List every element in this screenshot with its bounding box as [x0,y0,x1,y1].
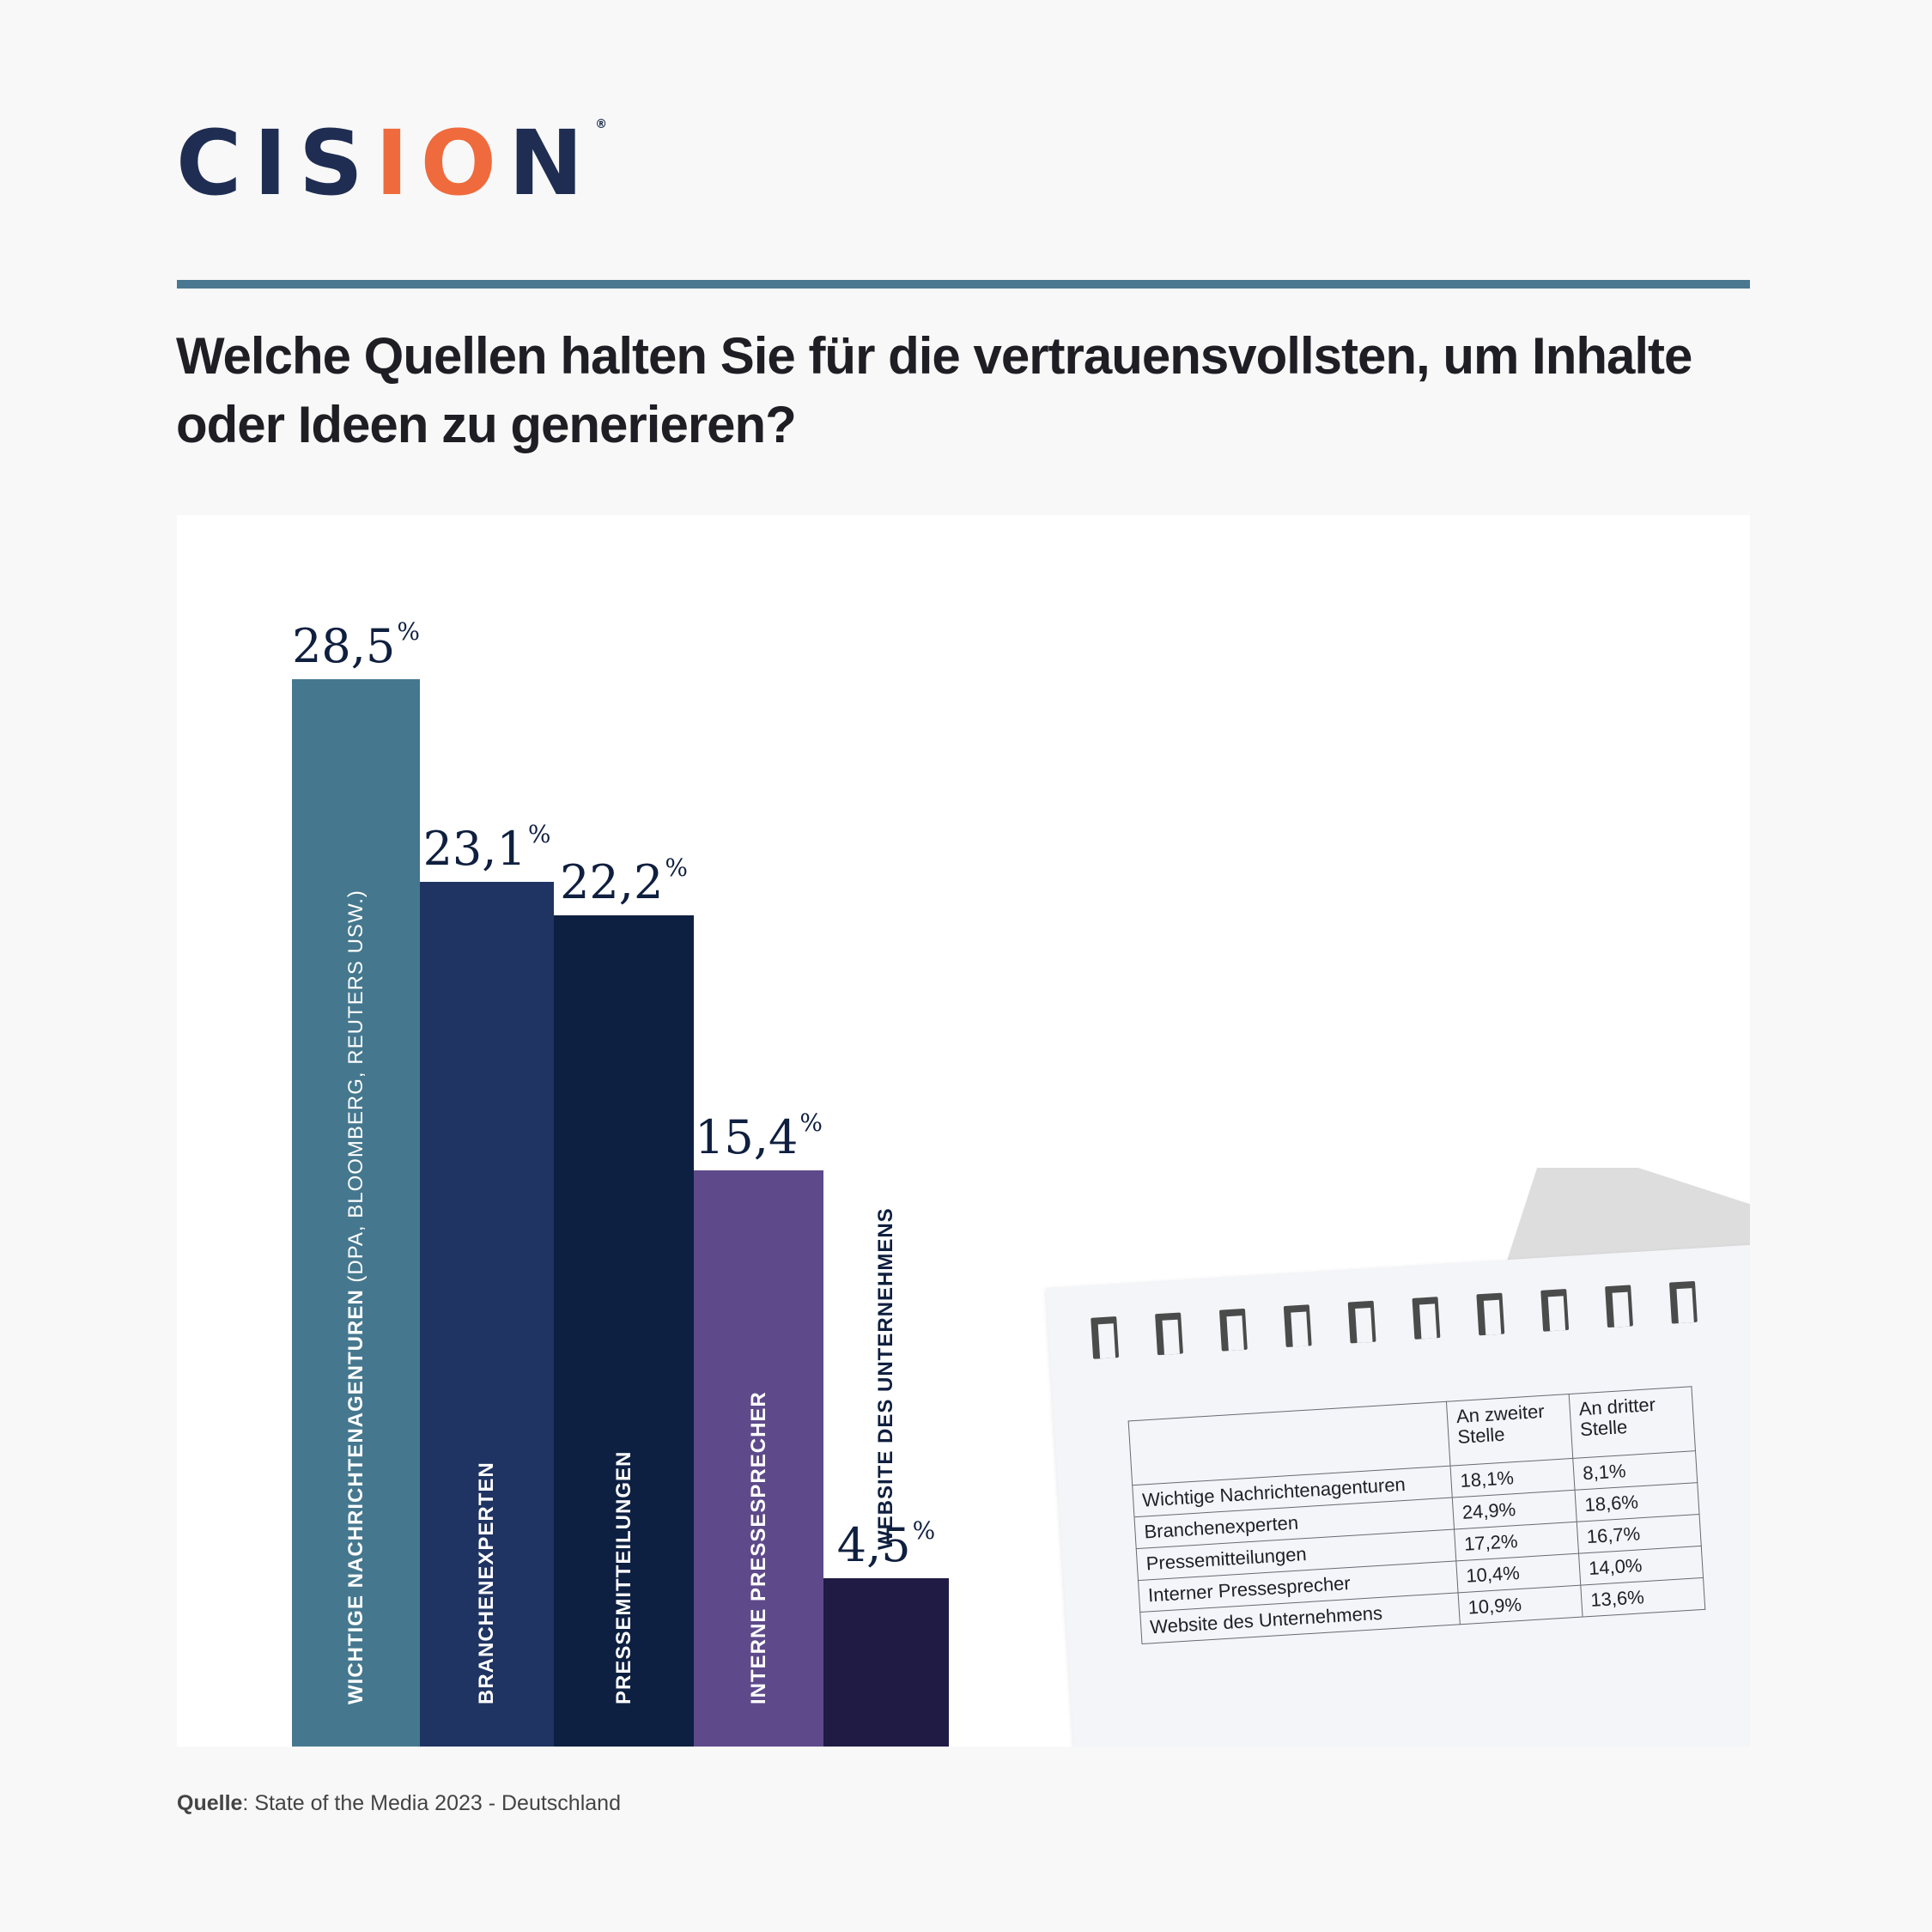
data-label: 15,4% [668,1109,849,1164]
header-divider [177,280,1750,289]
punch-hole [1668,1280,1698,1324]
data-label: 23,1% [394,820,580,876]
punch-hole [1155,1312,1183,1356]
data-label-value: 28,5 [292,619,396,674]
bar [823,1577,949,1747]
data-label: 22,2% [528,854,720,909]
cision-logo: CISION® [176,111,608,216]
punch-hole [1540,1288,1570,1332]
table-header-cell: An dritter Stelle [1569,1386,1696,1459]
data-label-unit: % [665,854,688,883]
notepad-sheet: An zweiter Stelle An dritter Stelle Wich… [1012,1168,1750,1747]
page-title: Welche Quellen halten Sie für die vertra… [176,327,1692,453]
table-cell: 10,9% [1458,1585,1583,1625]
bar [420,881,554,1747]
data-label: 28,5% [266,617,446,673]
bar [694,1170,823,1747]
data-label-value: 22,2 [560,855,664,910]
data-label-unit: % [912,1516,936,1545]
category-label: PRESSEMITTEILUNGEN [611,1450,635,1704]
category-label: WEBSITE DES UNTERNEHMENS [874,1207,897,1550]
data-label-unit: % [397,617,420,647]
punch-hole [1283,1304,1312,1348]
punch-hole [1476,1292,1505,1336]
data-label-value: 15,4 [695,1109,799,1164]
table-header-cell: An zweiter Stelle [1446,1394,1573,1467]
punch-hole [1091,1316,1120,1359]
bar [554,915,694,1747]
data-label-unit: % [799,1108,823,1137]
punch-hole [1218,1308,1248,1352]
paper: An zweiter Stelle An dritter Stelle Wich… [1046,1242,1750,1747]
category-label: INTERNE PRESSESPRECHER [746,1391,770,1704]
punch-hole [1605,1285,1633,1328]
category-label: WICHTIGE NACHRICHTENAGENTUREN (DPA, BLOO… [343,890,368,1704]
data-label-value: 23,1 [422,821,526,876]
punch-hole [1412,1297,1441,1340]
table-cell: 13,6% [1580,1577,1705,1618]
rank-table: An zweiter Stelle An dritter Stelle Wich… [1128,1386,1706,1644]
data-label-unit: % [527,819,551,848]
source-note: Quelle: State of the Media 2023 - Deutsc… [177,1791,621,1815]
category-label: BRANCHENEXPERTEN [475,1461,498,1704]
data-label-value: 4,5 [836,1517,911,1572]
punch-hole [1347,1300,1376,1344]
data-label: 4,5% [798,1516,975,1572]
bar [292,679,420,1747]
